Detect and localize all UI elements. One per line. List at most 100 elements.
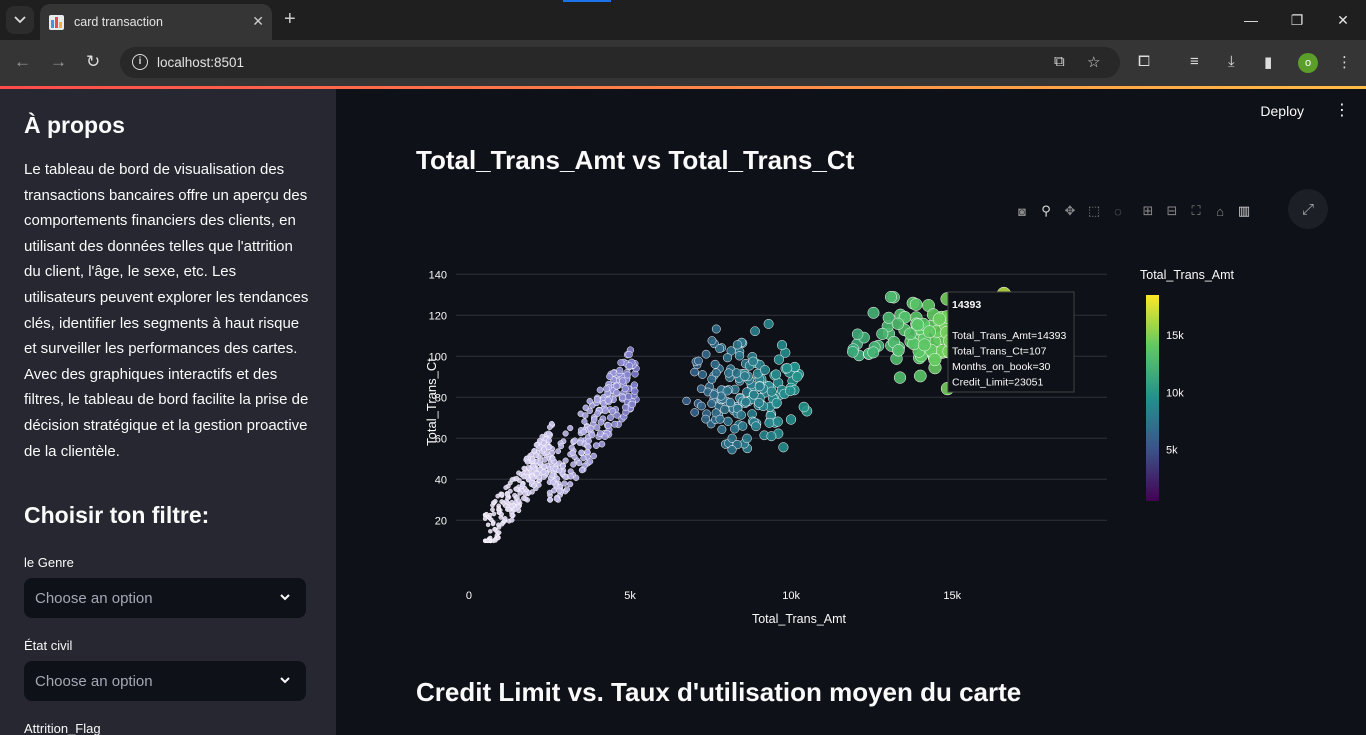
forward-icon[interactable]: → bbox=[50, 52, 67, 71]
deploy-button[interactable]: Deploy bbox=[1260, 103, 1304, 119]
browser-tab[interactable]: card transaction ✕ bbox=[40, 4, 272, 40]
scatter-point bbox=[514, 475, 520, 481]
plotly-logo-icon[interactable]: ▥ bbox=[1237, 203, 1251, 218]
scatter-point bbox=[847, 346, 859, 358]
restore-icon[interactable]: ❐ bbox=[1290, 11, 1304, 28]
lasso-icon[interactable]: ◌ bbox=[1114, 203, 1122, 219]
download-icon[interactable]: ⤓ bbox=[1228, 53, 1235, 70]
y-tick-label: 120 bbox=[429, 310, 447, 322]
scatter-point bbox=[619, 377, 627, 385]
scatter-point bbox=[932, 312, 946, 326]
pan-icon[interactable]: ✥ bbox=[1064, 203, 1076, 218]
url-text[interactable]: localhost:8501 bbox=[157, 55, 245, 70]
scatter-point bbox=[722, 386, 732, 396]
scatter-point bbox=[751, 421, 761, 432]
scatter-point bbox=[798, 401, 810, 413]
extensions-icon[interactable]: ⧠ bbox=[1138, 53, 1151, 70]
chevron-down-icon bbox=[280, 677, 290, 684]
scatter-point bbox=[586, 458, 594, 465]
close-window-icon[interactable]: ✕ bbox=[1337, 11, 1349, 28]
scatter-point bbox=[578, 449, 585, 456]
bookmark-star-icon[interactable]: ☆ bbox=[1087, 54, 1101, 71]
scatter-point bbox=[590, 452, 597, 460]
scatter-point bbox=[521, 495, 527, 501]
address-bar[interactable]: i localhost:8501 ⧉ ☆ bbox=[120, 47, 1120, 78]
side-panel-icon[interactable]: ▮ bbox=[1264, 54, 1273, 71]
y-tick-label: 100 bbox=[429, 351, 447, 363]
tooltip-title: 14393 bbox=[952, 299, 981, 311]
hover-tooltip: 14393 Total_Trans_Amt=14393 Total_Trans_Ct… bbox=[947, 291, 1075, 393]
gender-select[interactable]: Choose an option bbox=[24, 578, 306, 619]
scatter-point bbox=[493, 537, 498, 543]
scatter-point bbox=[727, 445, 737, 455]
autoscale-icon[interactable]: ⛶ bbox=[1191, 203, 1201, 218]
scatter-point bbox=[562, 457, 569, 464]
scatter-point bbox=[587, 425, 594, 432]
scatter-point bbox=[488, 529, 493, 534]
colorbar-tick-label: 15k bbox=[1166, 330, 1184, 342]
scatter-point bbox=[707, 399, 716, 408]
scatter-plot[interactable]: 20 40 60 80 100 120 140 0 5k 10k 15k Total_Trans_… bbox=[336, 89, 1366, 649]
app-menu-icon[interactable]: ⋮ bbox=[1334, 102, 1350, 119]
scatter-point bbox=[725, 397, 735, 408]
scatter-point bbox=[592, 442, 600, 449]
scatter-point bbox=[515, 504, 522, 510]
new-tab-icon[interactable]: + bbox=[284, 8, 296, 30]
scatter-point bbox=[918, 338, 931, 352]
tab-close-icon[interactable]: ✕ bbox=[252, 13, 264, 29]
marital-select-placeholder: Choose an option bbox=[35, 672, 153, 690]
scatter-point bbox=[785, 414, 797, 425]
gender-select-placeholder: Choose an option bbox=[35, 589, 153, 607]
scatter-point bbox=[763, 318, 774, 329]
scatter-point bbox=[711, 368, 721, 378]
chart-title: Total_Trans_Amt vs Total_Trans_Ct bbox=[416, 145, 855, 175]
browser-toolbar: ← → ↻ i localhost:8501 ⧉ ☆ ⧠ ≡ ⤓ ▮ o ⋮ bbox=[0, 40, 1366, 86]
reload-icon[interactable]: ↻ bbox=[86, 52, 101, 71]
scatter-point bbox=[749, 389, 759, 400]
info-icon[interactable]: i bbox=[132, 54, 148, 70]
scatter-point bbox=[496, 530, 502, 535]
scatter-point bbox=[549, 455, 556, 462]
camera-icon[interactable]: ◙ bbox=[1018, 203, 1026, 219]
media-icon[interactable]: ≡ bbox=[1190, 53, 1199, 70]
reset-axes-icon[interactable]: ⌂ bbox=[1216, 203, 1224, 219]
scatter-point bbox=[867, 346, 880, 359]
scatter-point bbox=[536, 482, 542, 488]
back-icon[interactable]: ← bbox=[14, 52, 31, 71]
translate-icon[interactable]: ⧉ bbox=[1054, 53, 1065, 70]
scatter-point bbox=[621, 403, 630, 411]
tooltip-box bbox=[947, 291, 1075, 393]
scatter-point bbox=[694, 356, 703, 366]
scatter-point bbox=[545, 444, 552, 451]
fullscreen-icon[interactable]: ⤢ bbox=[1288, 189, 1328, 229]
scatter-point bbox=[560, 463, 566, 469]
marital-select[interactable]: Choose an option bbox=[24, 661, 306, 702]
scatter-point bbox=[785, 385, 796, 397]
profile-avatar[interactable]: o bbox=[1298, 53, 1318, 73]
box-select-icon[interactable]: ⬚ bbox=[1087, 203, 1101, 218]
scatter-point bbox=[490, 507, 495, 513]
scatter-point bbox=[509, 512, 515, 518]
tooltip-line: Total_Trans_Ct=107 bbox=[952, 346, 1047, 358]
tooltip-line: Months_on_book=30 bbox=[952, 361, 1051, 373]
scatter-point bbox=[604, 396, 612, 404]
chevron-down-icon bbox=[280, 594, 290, 601]
scatter-point bbox=[613, 382, 621, 390]
scatter-point bbox=[913, 369, 927, 383]
minimize-icon[interactable]: — bbox=[1244, 12, 1258, 28]
scatter-point bbox=[715, 344, 725, 354]
zoom-in-icon[interactable]: ⊞ bbox=[1142, 203, 1154, 218]
scatter-point bbox=[575, 459, 583, 467]
scatter-point bbox=[909, 298, 923, 311]
colorbar-tick-label: 10k bbox=[1166, 387, 1184, 399]
scatter-point bbox=[570, 461, 577, 468]
scatter-point bbox=[507, 488, 513, 494]
scatter-point bbox=[531, 447, 537, 454]
browser-tab-strip: card transaction ✕ + — ❐ ✕ bbox=[0, 0, 1366, 40]
scatter-point bbox=[682, 396, 691, 406]
zoom-out-icon[interactable]: ⊟ bbox=[1166, 203, 1178, 218]
tab-search-button[interactable] bbox=[6, 6, 34, 34]
scatter-point bbox=[514, 494, 520, 500]
zoom-icon[interactable]: ⚲ bbox=[1041, 203, 1051, 218]
browser-menu-icon[interactable]: ⋮ bbox=[1337, 54, 1352, 71]
